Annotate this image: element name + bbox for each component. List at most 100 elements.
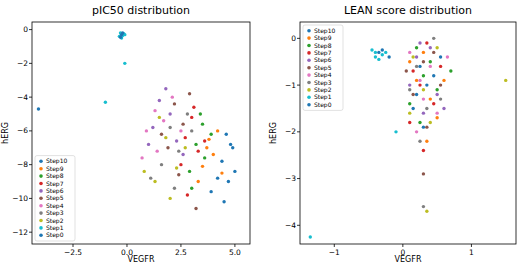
point bbox=[425, 41, 428, 44]
point bbox=[408, 60, 411, 63]
legend-marker bbox=[307, 29, 311, 33]
point bbox=[168, 197, 171, 200]
point bbox=[179, 163, 182, 166]
point bbox=[387, 55, 390, 58]
x-axis-label: VEGFR bbox=[395, 255, 422, 264]
point bbox=[209, 190, 212, 193]
y-tick bbox=[29, 130, 32, 131]
point bbox=[429, 121, 432, 124]
legend-marker bbox=[39, 234, 43, 238]
point bbox=[429, 46, 432, 49]
y-tick-label: 0 bbox=[291, 34, 296, 43]
legend-marker bbox=[39, 211, 43, 215]
point bbox=[442, 79, 445, 82]
point bbox=[233, 170, 236, 173]
point bbox=[160, 163, 163, 166]
x-tick-label: 5.0 bbox=[229, 248, 241, 257]
point bbox=[446, 55, 449, 58]
point bbox=[422, 60, 425, 63]
point bbox=[216, 129, 219, 132]
point bbox=[418, 121, 421, 124]
point bbox=[429, 60, 432, 63]
legend-box bbox=[35, 156, 75, 241]
point bbox=[422, 149, 425, 152]
legend-marker bbox=[39, 189, 43, 193]
y-tick bbox=[29, 164, 32, 165]
point bbox=[190, 187, 193, 190]
point bbox=[155, 149, 158, 152]
point bbox=[162, 119, 165, 122]
point bbox=[377, 58, 380, 61]
point bbox=[449, 69, 452, 72]
y-tick-label: −12 bbox=[12, 228, 28, 237]
point bbox=[37, 107, 40, 110]
legend: Step10Step9Step8Step7Step6Step5Step4Step… bbox=[35, 156, 75, 241]
y-tick bbox=[297, 131, 300, 132]
legend-marker bbox=[307, 36, 311, 40]
legend-marker bbox=[39, 204, 43, 208]
chart: LEAN score distribution−1010−1−2−3−4VEGF… bbox=[269, 4, 516, 264]
point bbox=[381, 48, 384, 51]
point bbox=[435, 88, 438, 91]
point bbox=[175, 166, 178, 169]
point bbox=[422, 111, 425, 114]
y-tick bbox=[297, 38, 300, 39]
point bbox=[203, 139, 206, 142]
point bbox=[121, 31, 124, 34]
legend-marker bbox=[39, 160, 43, 164]
point bbox=[422, 51, 425, 54]
point bbox=[435, 116, 438, 119]
point bbox=[422, 97, 425, 100]
point bbox=[123, 62, 126, 65]
figure: pIC50 distribution−2.50.02.55.00−2−4−6−8… bbox=[0, 0, 523, 264]
legend-marker bbox=[39, 226, 43, 230]
legend-box bbox=[303, 25, 343, 110]
point bbox=[411, 69, 414, 72]
point bbox=[384, 51, 387, 54]
point bbox=[442, 107, 445, 110]
point bbox=[209, 133, 212, 136]
point bbox=[439, 83, 442, 86]
point bbox=[207, 138, 210, 141]
point bbox=[192, 106, 195, 109]
y-tick-label: −10 bbox=[12, 194, 28, 203]
point bbox=[201, 122, 204, 125]
point bbox=[439, 55, 442, 58]
point bbox=[415, 55, 418, 58]
point bbox=[425, 139, 428, 142]
point bbox=[429, 97, 432, 100]
legend-marker bbox=[307, 51, 311, 55]
x-tick bbox=[334, 244, 335, 247]
point bbox=[186, 193, 189, 196]
y-tick-label: −4 bbox=[17, 93, 28, 102]
point bbox=[405, 69, 408, 72]
point bbox=[418, 139, 421, 142]
point bbox=[225, 133, 228, 136]
point bbox=[173, 102, 176, 105]
chart: pIC50 distribution−2.50.02.55.00−2−4−6−8… bbox=[1, 4, 250, 264]
point bbox=[190, 116, 193, 119]
point bbox=[309, 235, 312, 238]
x-tick bbox=[402, 244, 403, 247]
legend-marker bbox=[39, 219, 43, 223]
point bbox=[425, 83, 428, 86]
y-tick bbox=[29, 198, 32, 199]
y-axis-label: hERG bbox=[269, 122, 278, 144]
point bbox=[231, 146, 234, 149]
y-tick-label: 0 bbox=[23, 25, 28, 34]
y-tick-label: −8 bbox=[17, 160, 28, 169]
point bbox=[188, 92, 191, 95]
point bbox=[408, 102, 411, 105]
point bbox=[194, 143, 197, 146]
point bbox=[425, 210, 428, 213]
point bbox=[432, 37, 435, 40]
point bbox=[145, 129, 148, 132]
x-tick bbox=[180, 244, 181, 247]
point bbox=[186, 112, 189, 115]
point bbox=[181, 153, 184, 156]
point bbox=[196, 149, 199, 152]
point bbox=[411, 55, 414, 58]
legend-marker bbox=[39, 182, 43, 186]
point bbox=[422, 88, 425, 91]
point bbox=[415, 130, 418, 133]
